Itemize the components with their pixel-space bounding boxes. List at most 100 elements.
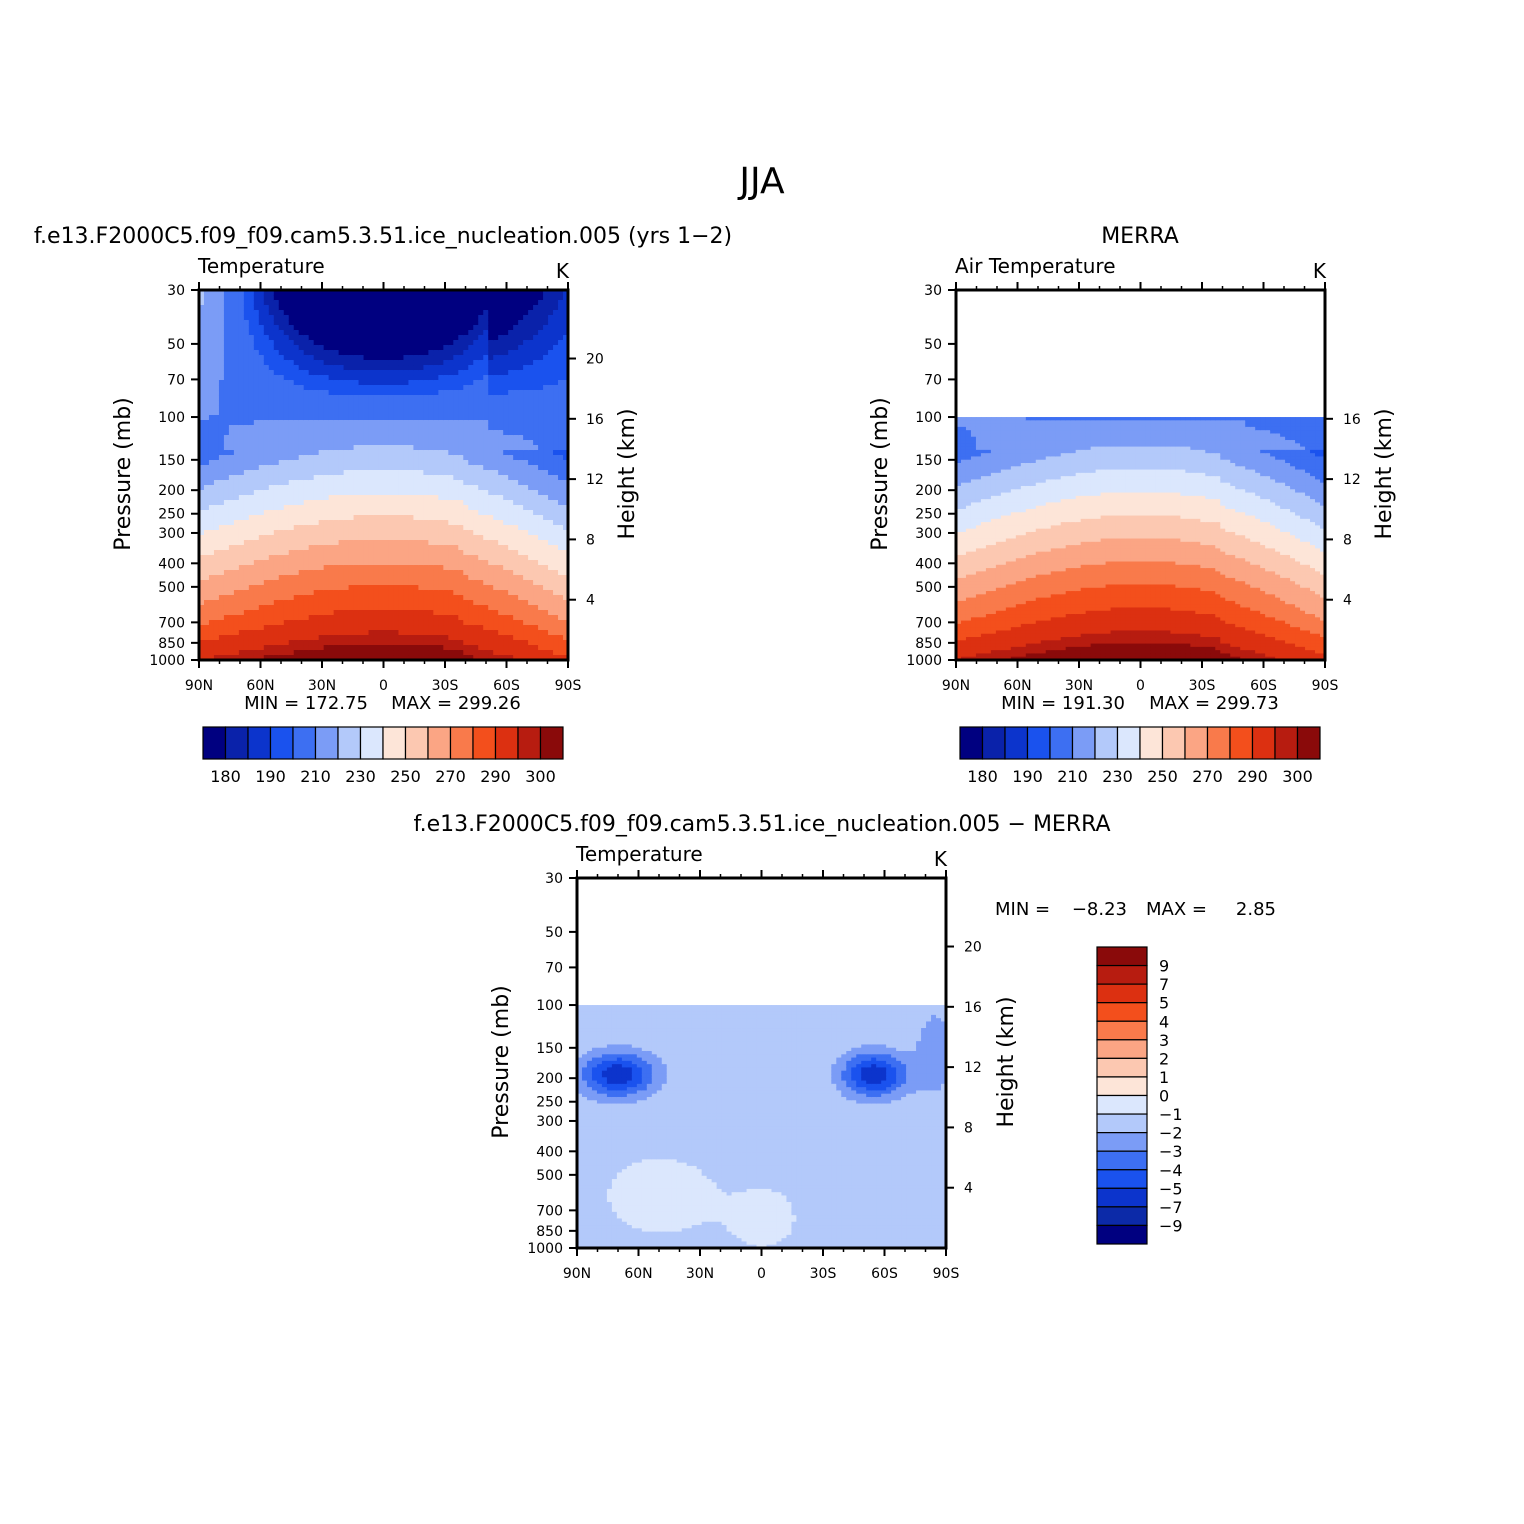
contour-cell [508,620,514,626]
contour-cell [413,585,420,591]
contour-cell [308,640,315,646]
contour-cell [448,340,454,346]
contour-cell [303,555,310,561]
contour-cell [413,550,420,556]
contour-cell [523,425,529,431]
contour-cell [518,315,524,321]
contour-cell [333,460,340,466]
contour-cell [268,380,275,386]
contour-cell [388,500,395,506]
contour-cell [288,625,295,631]
contour-cell [398,310,405,316]
contour-cell [258,575,265,581]
contour-cell [273,360,280,366]
contour-cell [423,650,429,656]
contour-cell [508,395,514,401]
contour-cell [493,595,499,601]
contour-cell [353,545,360,551]
contour-cell [268,610,275,616]
contour-cell [223,630,230,636]
contour-cell [433,630,439,636]
contour-cell [383,335,390,341]
contour-cell [278,395,285,401]
contour-cell [293,530,300,536]
contour-cell [378,315,385,321]
contour-cell [353,360,360,366]
contour-cell [533,460,539,466]
contour-cell [199,610,205,616]
contour-cell [228,520,235,526]
contour-cell [338,415,345,421]
contour-cell [348,545,355,551]
contour-cell [353,620,360,626]
contour-cell [513,490,519,496]
contour-cell [398,600,405,606]
contour-cell [213,400,220,406]
contour-cell [523,530,529,536]
contour-cell [323,470,330,476]
contour-cell [308,370,315,376]
contour-cell [313,520,320,526]
contour-cell [413,485,420,491]
contour-cell [318,610,325,616]
contour-cell [448,370,454,376]
contour-cell [458,610,464,616]
contour-cell [273,510,280,516]
contour-cell [358,535,365,541]
contour-cell [378,345,385,351]
contour-cell [388,365,395,371]
contour-cell [228,320,235,326]
contour-cell [328,360,335,366]
contour-cell [453,535,459,541]
contour-cell [358,395,365,401]
contour-cell [363,635,370,641]
contour-cell [513,495,519,501]
contour-cell [423,540,429,546]
contour-cell [233,400,240,406]
contour-cell [358,295,365,301]
contour-cell [453,335,459,341]
contour-cell [528,595,534,601]
contour-cell [488,555,494,561]
contour-cell [373,295,380,301]
contour-cell [328,525,335,531]
contour-cell [228,375,235,381]
contour-cell [203,640,210,646]
contour-cell [533,345,539,351]
contour-cell [348,590,355,596]
contour-cell [508,635,514,641]
contour-cell [433,575,439,581]
contour-cell [273,650,280,656]
contour-cell [513,395,519,401]
contour-cell [443,580,449,586]
contour-cell [243,315,250,321]
contour-cell [458,450,464,456]
contour-cell [483,425,489,431]
contour-cell [308,295,315,301]
contour-cell [423,310,429,316]
contour-cell [323,525,330,531]
contour-cell [438,345,444,351]
contour-cell [263,365,270,371]
contour-cell [518,380,524,386]
contour-cell [473,405,479,411]
contour-cell [218,655,225,661]
contour-cell [278,510,285,516]
contour-cell [293,455,300,461]
contour-cell [513,300,519,306]
contour-cell [418,640,424,646]
contour-cell [383,605,390,611]
contour-cell [228,460,235,466]
contour-cell [218,480,225,486]
contour-cell [508,295,514,301]
contour-cell [208,510,215,516]
contour-cell [288,440,295,446]
contour-cell [523,410,529,416]
contour-cell [373,455,380,461]
contour-cell [258,445,265,451]
contour-cell [258,640,265,646]
contour-cell [478,485,484,491]
contour-cell [498,305,504,311]
contour-cell [373,530,380,536]
contour-cell [318,615,325,621]
